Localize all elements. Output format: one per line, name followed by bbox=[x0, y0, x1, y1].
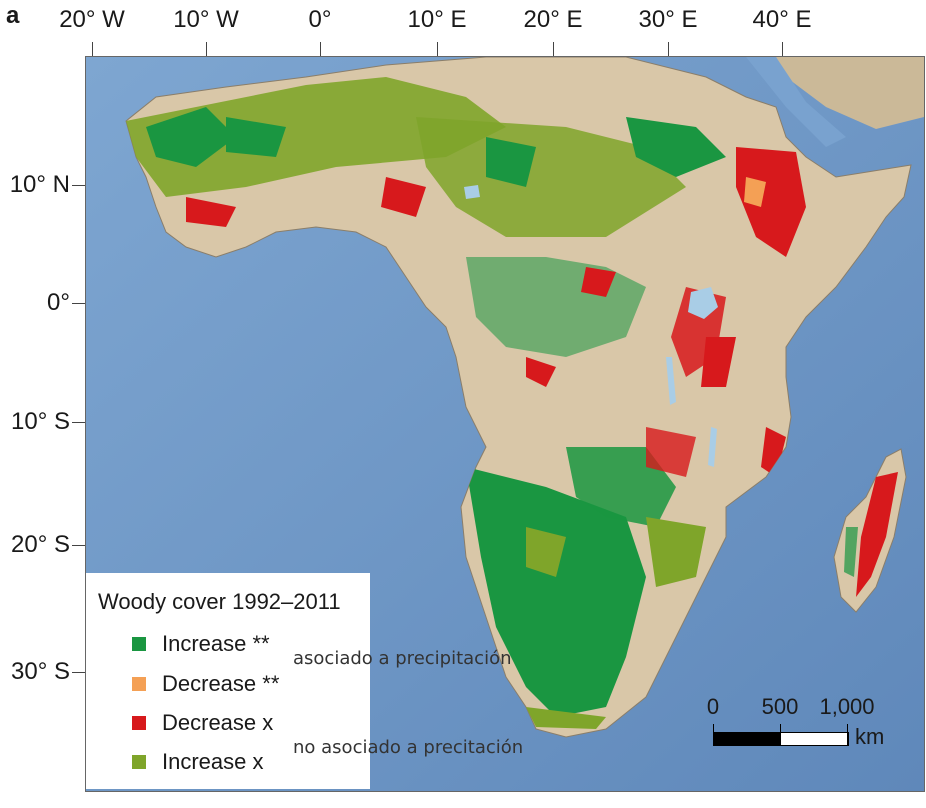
scale-tick bbox=[713, 724, 714, 746]
lat-tick bbox=[72, 545, 86, 546]
lake-victoria bbox=[688, 287, 718, 319]
lon-tick bbox=[668, 42, 669, 56]
red-sea bbox=[746, 57, 846, 147]
legend-item-decrease-assoc: Decrease ** bbox=[132, 670, 279, 698]
annotation-not-associated: no asociado a precitación bbox=[293, 737, 524, 758]
legend-label: Decrease x bbox=[162, 710, 274, 735]
legend-item-decrease-not-assoc: Decrease x bbox=[132, 709, 273, 737]
land-cover-patches bbox=[126, 77, 806, 729]
legend: Woody cover 1992–2011 Increase ** Decrea… bbox=[86, 573, 370, 789]
scale-bar: 0 500 1,000 km bbox=[705, 694, 905, 754]
legend-swatch-decrease-not-assoc bbox=[132, 716, 146, 730]
scale-segment-white bbox=[780, 732, 849, 746]
lon-tick bbox=[553, 42, 554, 56]
lon-label-10w: 10° W bbox=[173, 6, 239, 33]
lat-tick bbox=[72, 422, 86, 423]
lat-tick bbox=[72, 672, 86, 673]
lat-label-0: 0° bbox=[47, 289, 70, 316]
lon-tick bbox=[320, 42, 321, 56]
legend-swatch-increase-assoc bbox=[132, 637, 146, 651]
lon-label-10e: 10° E bbox=[407, 6, 467, 33]
lake-tanganyika bbox=[666, 357, 676, 405]
madagascar-cover bbox=[844, 472, 898, 597]
legend-swatch-decrease-assoc bbox=[132, 677, 146, 691]
lat-tick bbox=[72, 185, 86, 186]
lat-label-10s: 10° S bbox=[11, 408, 70, 435]
lat-label-30s: 30° S bbox=[11, 658, 70, 685]
lon-label-20w: 20° W bbox=[59, 6, 125, 33]
lon-tick bbox=[782, 42, 783, 56]
lon-label-30e: 30° E bbox=[638, 6, 698, 33]
scale-segment-black bbox=[713, 732, 782, 746]
lake-chad bbox=[464, 185, 480, 199]
scale-tick bbox=[780, 724, 781, 746]
scale-label-1000: 1,000 bbox=[819, 694, 875, 719]
lon-tick bbox=[206, 42, 207, 56]
lake-malawi bbox=[708, 427, 717, 467]
legend-label: Increase x bbox=[162, 749, 264, 774]
annotation-associated: asociado a precipitación bbox=[293, 648, 512, 669]
lon-label-20e: 20° E bbox=[523, 6, 583, 33]
scale-label-500: 500 bbox=[761, 694, 799, 719]
lon-tick bbox=[92, 42, 93, 56]
lat-label-10n: 10° N bbox=[9, 171, 70, 198]
scale-tick bbox=[847, 724, 848, 746]
panel-letter: a bbox=[6, 2, 20, 29]
legend-label: Decrease ** bbox=[162, 671, 280, 696]
lat-tick bbox=[72, 303, 86, 304]
lon-tick bbox=[437, 42, 438, 56]
arabian-peninsula bbox=[776, 57, 924, 129]
scale-label-0: 0 bbox=[706, 694, 720, 719]
africa-land bbox=[125, 57, 912, 738]
legend-item-increase-assoc: Increase ** bbox=[132, 630, 270, 658]
lon-label-0: 0° bbox=[308, 6, 332, 33]
legend-item-increase-not-assoc: Increase x bbox=[132, 748, 264, 776]
legend-swatch-increase-not-assoc bbox=[132, 755, 146, 769]
lat-label-20s: 20° S bbox=[11, 531, 70, 558]
legend-label: Increase ** bbox=[162, 631, 270, 656]
lon-label-40e: 40° E bbox=[752, 6, 812, 33]
scale-unit: km bbox=[855, 724, 885, 749]
legend-title: Woody cover 1992–2011 bbox=[98, 589, 341, 614]
